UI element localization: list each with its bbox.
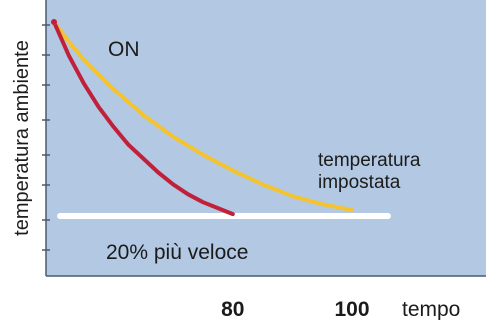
x-tick-labels: 80 100 [221,298,369,320]
target-temperature-label-line2: impostata [318,172,401,193]
target-temperature-label-line1: temperatura [318,150,421,171]
x-tick-label-80: 80 [221,298,244,320]
x-tick-label-100: 100 [334,298,369,320]
plot-background [46,0,486,276]
x-axis-label: tempo [402,298,460,320]
y-axis-label: temperatura ambiente [11,40,33,236]
series-layer [51,19,391,220]
speed-label: 20% più veloce [106,241,248,264]
y-axis-ticks [42,24,50,251]
series-line-red [52,20,235,217]
on-label: ON [108,38,140,61]
series-start-point-1 [51,19,57,25]
series-line-yellow [52,20,354,213]
